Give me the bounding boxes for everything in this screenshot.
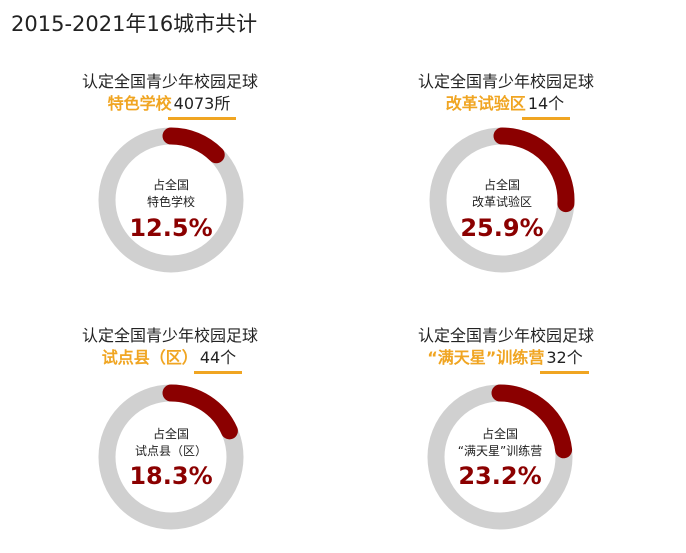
count-underline: [540, 371, 589, 374]
panel-heading-line1: 认定全国青少年校园足球: [81, 326, 258, 345]
center-line1: 占全国: [483, 178, 520, 192]
category-label: 试点县（区）: [101, 348, 198, 367]
percent-label: 25.9%: [460, 214, 544, 242]
center-line2: 改革试验区: [471, 195, 532, 209]
percent-label: 12.5%: [129, 214, 213, 242]
panel-heading-line2: 改革试验区 14个: [356, 90, 656, 120]
count-value: 14个: [521, 90, 571, 120]
panel-heading-line2: 试点县（区） 44个: [20, 344, 320, 374]
count-value: 32个: [540, 344, 589, 374]
category-label: “满天星”训练营: [427, 348, 545, 367]
center-line1: 占全国: [481, 427, 518, 441]
donut-share-arc: [491, 384, 573, 459]
donut-share-arc: [162, 127, 225, 164]
center-line2: 特色学校: [146, 195, 195, 209]
count-value-text: 44个: [199, 348, 237, 367]
donut-chart: [98, 127, 244, 273]
percent-label: 23.2%: [458, 462, 542, 490]
panel-starry-sky-camps: 认定全国青少年校园足球 “满天星”训练营 32个 占全国 “满天星”训练营 23.…: [356, 322, 656, 547]
panel-pilot-counties: 认定全国青少年校园足球 试点县（区） 44个 占全国 试点县（区） 18.3%: [20, 322, 320, 547]
donut-center-text: 占全国 改革试验区: [429, 177, 575, 211]
category-label: 特色学校: [107, 94, 172, 113]
category-label: 改革试验区: [445, 94, 526, 113]
donut-center-text: 占全国 试点县（区）: [98, 426, 244, 460]
count-underline: [167, 117, 237, 120]
donut-chart: [98, 384, 244, 530]
center-line2: “满天星”训练营: [457, 444, 543, 458]
panel-heading-line1: 认定全国青少年校园足球: [417, 326, 594, 345]
center-line1: 占全国: [152, 178, 189, 192]
panel-reform-pilot-zones: 认定全国青少年校园足球 改革试验区 14个 占全国 改革试验区 25.9%: [356, 68, 656, 288]
panel-heading-line2: “满天星”训练营 32个: [356, 344, 656, 374]
count-value-text: 32个: [546, 348, 583, 367]
count-value: 4073所: [167, 90, 237, 120]
center-line1: 占全国: [152, 427, 189, 441]
count-underline: [193, 371, 243, 374]
count-value-text: 4073所: [173, 94, 231, 113]
panel-heading-line2: 特色学校 4073所: [20, 90, 320, 120]
donut-chart: [427, 384, 573, 530]
donut-center-text: 占全国 “满天星”训练营: [427, 426, 573, 460]
donut-share-arc: [162, 384, 238, 440]
count-value: 44个: [193, 344, 243, 374]
percent-label: 18.3%: [129, 462, 213, 490]
panel-youth-football-schools: 认定全国青少年校园足球 特色学校 4073所 占全国 特色学校 12.5%: [20, 68, 320, 288]
count-value-text: 14个: [527, 94, 565, 113]
count-underline: [521, 117, 571, 120]
donut-center-text: 占全国 特色学校: [98, 177, 244, 211]
center-line2: 试点县（区）: [134, 444, 207, 458]
panel-heading-line1: 认定全国青少年校园足球: [417, 72, 594, 91]
page-title: 2015-2021年16城市共计: [11, 12, 258, 36]
donut-chart: [429, 127, 575, 273]
panel-heading-line1: 认定全国青少年校园足球: [81, 72, 258, 91]
donut-share-arc: [493, 127, 575, 213]
